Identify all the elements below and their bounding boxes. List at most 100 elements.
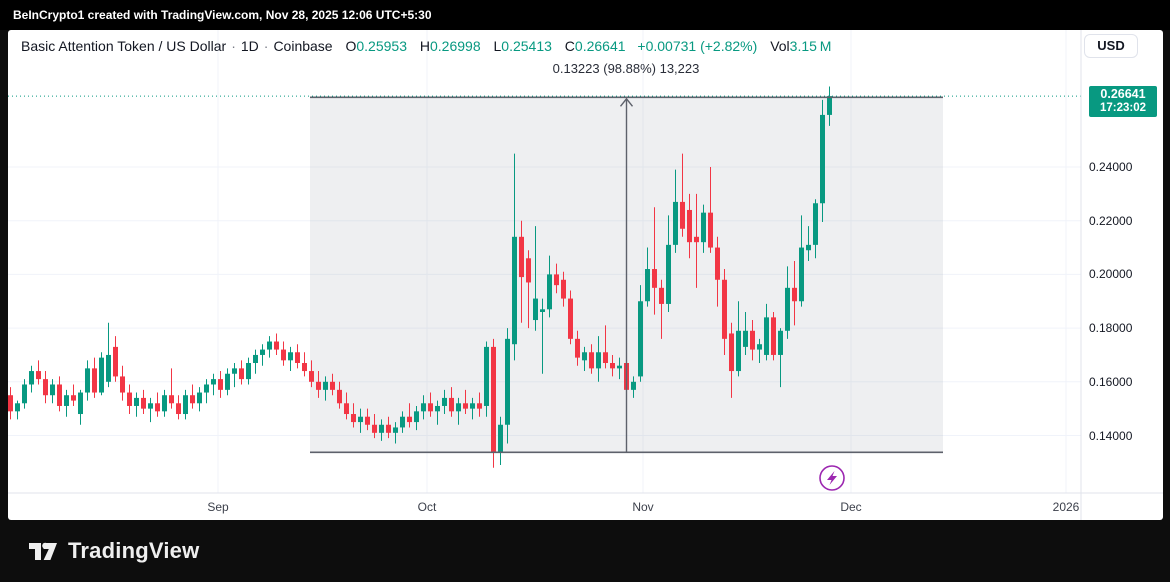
time-tick-label: Sep xyxy=(207,500,229,514)
candle xyxy=(155,392,160,417)
arrowhead-up-icon xyxy=(619,97,634,107)
candle xyxy=(582,346,587,372)
candle xyxy=(386,416,391,439)
candle xyxy=(638,285,643,382)
ohlc-open: O0.25953 xyxy=(345,38,407,54)
volume-label: Vol xyxy=(770,38,790,54)
candle xyxy=(176,395,181,420)
attribution-bar: BeInCrypto1 created with TradingView.com… xyxy=(0,0,1170,30)
candle xyxy=(470,397,475,420)
candle xyxy=(225,368,230,396)
symbol-header: Basic Attention Token / US Dollar · 1D · Coi… xyxy=(21,38,831,54)
candle xyxy=(757,338,762,364)
candle xyxy=(295,344,300,369)
candle xyxy=(113,336,118,382)
candle xyxy=(589,344,594,374)
candle xyxy=(631,376,636,398)
candle xyxy=(232,363,237,388)
tradingview-logo-icon[interactable] xyxy=(28,536,58,566)
candle xyxy=(92,357,97,398)
candle xyxy=(743,311,748,355)
candle xyxy=(491,338,496,468)
last-price-label[interactable]: 0.26641 17:23:02 xyxy=(1089,86,1157,117)
candle xyxy=(316,371,321,398)
candle xyxy=(442,389,447,415)
lightning-icon[interactable] xyxy=(819,465,845,491)
candle xyxy=(134,392,139,417)
attribution-text: BeInCrypto1 created with TradingView.com… xyxy=(13,8,432,22)
candle xyxy=(806,226,811,261)
time-tick-label: 2026 xyxy=(1052,500,1080,514)
candle xyxy=(596,336,601,382)
candle xyxy=(36,360,41,385)
exchange[interactable]: Coinbase xyxy=(273,38,333,54)
candle xyxy=(652,207,657,315)
candle xyxy=(246,357,251,385)
candle xyxy=(603,325,608,369)
ohlc-close: C0.26641 xyxy=(564,38,626,54)
ohlc-low: L0.25413 xyxy=(493,38,552,54)
brand-name[interactable]: TradingView xyxy=(68,538,200,563)
candle xyxy=(561,271,566,307)
candle xyxy=(827,86,832,126)
candle xyxy=(407,403,412,428)
candle xyxy=(512,153,517,361)
candle xyxy=(260,344,265,366)
candle xyxy=(148,397,153,423)
candle xyxy=(778,328,783,388)
chart-canvas[interactable] xyxy=(8,30,1163,520)
candle xyxy=(351,403,356,428)
candle xyxy=(218,371,223,398)
price-tick-label: 0.16000 xyxy=(1089,374,1133,389)
candle xyxy=(484,341,489,417)
candle xyxy=(344,392,349,420)
candle xyxy=(379,419,384,441)
candle xyxy=(666,215,671,312)
candle xyxy=(449,387,454,417)
candle xyxy=(253,349,258,374)
candle xyxy=(813,199,818,259)
candle xyxy=(169,368,174,409)
candle xyxy=(617,357,622,380)
candle xyxy=(85,360,90,401)
candle xyxy=(428,392,433,417)
candle xyxy=(526,250,531,329)
candle xyxy=(274,333,279,355)
time-axis[interactable]: Sep Oct Nov Dec 2026 xyxy=(8,493,1081,520)
candle xyxy=(393,422,398,444)
price-tick-label: 0.24000 xyxy=(1089,160,1133,174)
candle xyxy=(498,416,503,466)
candle xyxy=(533,226,538,331)
candle xyxy=(764,303,769,361)
candle xyxy=(183,389,188,420)
symbol-title[interactable]: Basic Attention Token / US Dollar xyxy=(21,38,227,54)
candle xyxy=(323,376,328,401)
candle xyxy=(162,389,167,417)
candle xyxy=(309,360,314,388)
candle xyxy=(554,263,559,294)
candle xyxy=(645,247,650,307)
currency-toggle-button[interactable]: USD xyxy=(1084,34,1138,58)
candle xyxy=(799,215,804,307)
price-tick-label: 0.20000 xyxy=(1089,267,1133,282)
candle xyxy=(771,311,776,361)
price-axis[interactable]: 0.24000 0.22000 0.20000 0.18000 0.16000 0.140… xyxy=(1081,30,1163,493)
candle xyxy=(78,389,83,425)
time-tick-label: Nov xyxy=(632,500,654,514)
candle xyxy=(211,373,216,396)
candle xyxy=(435,400,440,425)
interval[interactable]: 1D xyxy=(240,38,259,54)
candle xyxy=(722,269,727,355)
candle xyxy=(456,397,461,425)
candle xyxy=(547,255,552,318)
time-tick-label: Dec xyxy=(840,500,862,514)
candle xyxy=(15,400,20,420)
candle xyxy=(736,301,741,377)
price-tick-label: 0.22000 xyxy=(1089,213,1133,228)
candle xyxy=(106,322,111,388)
candle xyxy=(288,346,293,372)
candle xyxy=(281,341,286,366)
candle xyxy=(540,298,545,374)
candle xyxy=(99,352,104,396)
candle xyxy=(372,414,377,439)
